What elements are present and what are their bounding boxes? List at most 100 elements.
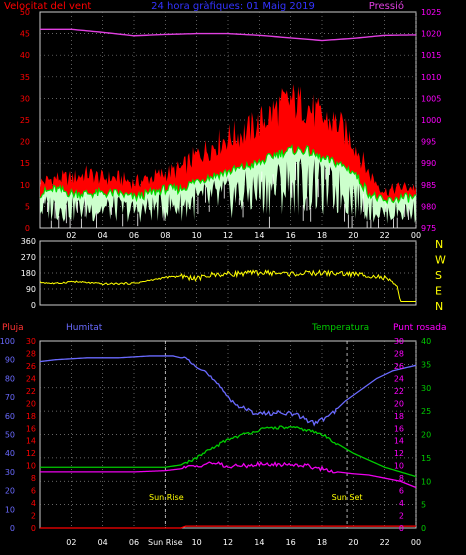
wind-average-area <box>40 145 416 224</box>
direction-tick-label: 360 <box>21 237 36 246</box>
climate-x-tick-label: 20 <box>348 538 358 547</box>
pressure-tick-label: 1020 <box>421 30 441 39</box>
humidity-tick-label: 90 <box>5 356 15 365</box>
dewpoint-tick-label: 14 <box>394 437 404 446</box>
humidity-tick-label: 70 <box>5 393 15 402</box>
dewpoint-line <box>40 461 417 489</box>
wind-tick-label: 45 <box>20 30 30 39</box>
rain-tick-label: 16 <box>26 424 36 433</box>
temperature-tick-label: 20 <box>421 431 431 440</box>
pressure-tick-label: 975 <box>421 224 436 233</box>
wind-tick-label: 5 <box>25 202 30 211</box>
wind-x-tick-label: 16 <box>286 231 296 240</box>
climate-x-tick-label: 00 <box>411 538 421 547</box>
temperature-tick-label: 35 <box>421 360 431 369</box>
compass-label: N <box>435 300 443 313</box>
dewpoint-legend: Punt rosada <box>393 323 447 333</box>
rain-tick-label: 10 <box>26 462 36 471</box>
wind-x-tick-label: 12 <box>223 231 233 240</box>
climate-x-tick-label: 14 <box>254 538 264 547</box>
climate-x-tick-label: 18 <box>317 538 327 547</box>
humidity-tick-label: 10 <box>5 505 15 514</box>
wind-x-tick-label: 22 <box>380 231 390 240</box>
dewpoint-tick-label: 0 <box>399 524 404 533</box>
rain-tick-label: 8 <box>31 474 36 483</box>
pressure-tick-label: 1005 <box>421 94 441 103</box>
wind-tick-label: 10 <box>20 181 30 190</box>
wind-tick-label: 0 <box>25 224 30 233</box>
humidity-legend: Humitat <box>66 323 103 333</box>
wind-gust-area <box>40 84 416 203</box>
rain-tick-label: 30 <box>26 337 36 346</box>
rain-tick-label: 12 <box>26 449 36 458</box>
sun-rise-label: Sun Rise <box>149 493 184 502</box>
temperature-tick-label: 5 <box>421 501 426 510</box>
temperature-legend: Temperatura <box>311 323 369 333</box>
wind-x-tick-label: 00 <box>411 231 421 240</box>
pressure-tick-label: 995 <box>421 138 436 147</box>
pressure-tick-label: 990 <box>421 159 436 168</box>
humidity-tick-label: 40 <box>5 449 15 458</box>
direction-tick-label: 0 <box>31 301 36 310</box>
compass-label: E <box>435 285 442 298</box>
dewpoint-tick-label: 28 <box>394 349 404 358</box>
climate-x-tick-label: 10 <box>192 538 202 547</box>
wind-tick-label: 25 <box>20 116 30 125</box>
dewpoint-tick-label: 8 <box>399 474 404 483</box>
rain-tick-label: 4 <box>31 499 36 508</box>
pressure-tick-label: 1000 <box>421 116 441 125</box>
dewpoint-tick-label: 24 <box>394 374 404 383</box>
humidity-tick-label: 60 <box>5 412 15 421</box>
direction-tick-label: 180 <box>21 269 36 278</box>
temperature-line <box>40 425 417 478</box>
wind-panel-series <box>39 28 417 228</box>
dewpoint-tick-label: 18 <box>394 412 404 421</box>
temperature-tick-label: 15 <box>421 454 431 463</box>
dewpoint-tick-label: 12 <box>394 449 404 458</box>
climate-x-tick-label: 22 <box>380 538 390 547</box>
humidity-tick-label: 50 <box>5 431 15 440</box>
wind-direction-line <box>39 269 416 302</box>
climate-panel-axes: 0102030405060708090100024681012141618202… <box>0 337 431 547</box>
dewpoint-tick-label: 30 <box>394 337 404 346</box>
pressure-tick-label: 985 <box>421 181 436 190</box>
wind-x-tick-label: 18 <box>317 231 327 240</box>
temperature-tick-label: 30 <box>421 384 431 393</box>
climate-x-tick-label: 02 <box>66 538 76 547</box>
wind-tick-label: 15 <box>20 159 30 168</box>
rain-tick-label: 14 <box>26 437 36 446</box>
wind-tick-label: 35 <box>20 73 30 82</box>
chart-title: 24 hora gràfiques: 01 Maig 2019 <box>151 0 315 12</box>
humidity-tick-label: 20 <box>5 487 15 496</box>
compass-label: S <box>435 269 442 282</box>
dewpoint-tick-label: 2 <box>399 512 404 521</box>
wind-tick-label: 40 <box>20 51 30 60</box>
wind-x-tick-label: 10 <box>192 231 202 240</box>
climate-x-tick-label: 16 <box>286 538 296 547</box>
pressure-tick-label: 980 <box>421 202 436 211</box>
rain-tick-label: 20 <box>26 399 36 408</box>
compass-label: N <box>435 238 443 251</box>
wind-x-tick-label: 08 <box>160 231 170 240</box>
rain-tick-label: 22 <box>26 387 36 396</box>
rain-tick-label: 24 <box>26 374 36 383</box>
dewpoint-tick-label: 4 <box>399 499 404 508</box>
rain-legend: Pluja <box>2 323 24 333</box>
humidity-tick-label: 0 <box>10 524 15 533</box>
direction-tick-label: 90 <box>26 285 36 294</box>
wind-average-line <box>39 143 417 205</box>
dewpoint-tick-label: 6 <box>399 487 404 496</box>
direction-tick-label: 270 <box>21 253 36 262</box>
climate-x-tick-label: 04 <box>98 538 108 547</box>
humidity-tick-label: 30 <box>5 468 15 477</box>
dewpoint-tick-label: 22 <box>394 387 404 396</box>
temperature-tick-label: 10 <box>421 477 431 486</box>
wind-speed-axis-title: Velocitat del vent <box>4 1 91 12</box>
temperature-tick-label: 0 <box>421 524 426 533</box>
rain-tick-label: 28 <box>26 349 36 358</box>
rain-line <box>40 525 416 529</box>
rain-tick-label: 26 <box>26 362 36 371</box>
wind-x-tick-label: 02 <box>66 231 76 240</box>
